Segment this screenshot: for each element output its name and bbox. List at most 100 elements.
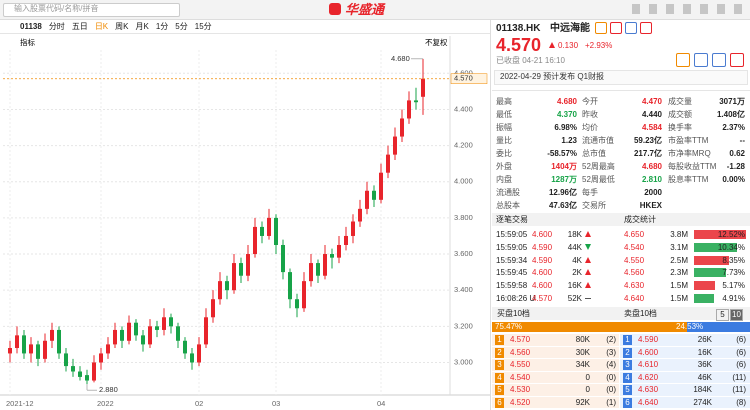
volume-bar — [694, 230, 746, 239]
candle-body — [176, 326, 180, 341]
depth-option[interactable]: 10 — [730, 309, 743, 321]
trade-time: 15:59:45 — [496, 268, 528, 278]
trade-price: 4.570 — [532, 294, 553, 303]
stat-price: 4.630 — [624, 281, 645, 291]
book-count: (0) — [606, 372, 616, 382]
trade-volume: 4K — [572, 255, 582, 265]
top-bar — [0, 0, 750, 20]
stat-price: 4.560 — [624, 268, 645, 278]
left-divider — [490, 20, 491, 410]
candle-body — [323, 254, 327, 276]
book-row — [492, 384, 619, 396]
candle-body — [43, 340, 47, 359]
candle-body — [393, 136, 397, 155]
action-icon[interactable] — [730, 53, 744, 67]
candle-body — [106, 344, 110, 354]
stat-label: 总股本 — [496, 201, 520, 210]
depth-option[interactable]: 5 — [716, 309, 729, 321]
stat-value: 59.23亿 — [633, 136, 662, 145]
stat-value: 1404万 — [551, 162, 577, 171]
book-volume: 46K — [697, 372, 712, 382]
period-tab[interactable]: 五日 — [71, 21, 88, 31]
badge-icon — [625, 22, 637, 34]
book-volume: 0 — [585, 372, 590, 382]
period-tab[interactable]: 5分 — [175, 21, 188, 31]
stat-value: 4.680 — [641, 162, 662, 171]
candle-body — [267, 217, 271, 236]
book-count: (11) — [732, 372, 746, 382]
stat-value: 4.680 — [556, 97, 577, 106]
book-count: (3) — [606, 347, 616, 357]
book-volume: 26K — [697, 335, 712, 344]
stat-label: 换手率 — [668, 123, 692, 132]
candle-body — [316, 263, 320, 276]
period-tab[interactable]: 15分 — [194, 21, 212, 31]
stat-label: 交易所 — [582, 201, 606, 210]
window-icons[interactable] — [632, 4, 744, 14]
change-pct: +2.93% — [585, 41, 613, 50]
candle-body — [36, 344, 40, 359]
period-tab[interactable]: 周K — [115, 21, 129, 31]
book-count: (0) — [606, 385, 616, 394]
book-row — [620, 384, 750, 396]
trade-time: 15:59:05 — [496, 230, 528, 239]
candle-body — [386, 154, 390, 173]
candle-body — [281, 244, 285, 273]
candle-body — [211, 299, 215, 318]
candle-body — [379, 172, 383, 200]
candle-body — [71, 366, 75, 372]
book-volume: 36K — [697, 360, 712, 369]
stat-label: 昨收 — [582, 110, 598, 119]
section-bar — [492, 307, 750, 320]
trade-volume: 44K — [567, 242, 582, 252]
action-icon[interactable] — [694, 53, 708, 67]
book-volume: 34K — [575, 360, 590, 369]
trade-time: 15:59:05 — [496, 242, 528, 252]
logo-icon — [329, 3, 341, 15]
candle-body — [253, 226, 257, 255]
period-tab[interactable]: 分时 — [48, 21, 65, 31]
section-bar — [492, 213, 750, 226]
stat-value: 3071万 — [719, 97, 745, 106]
candle-body — [400, 118, 404, 137]
book-level: 5 — [623, 385, 632, 395]
book-row — [492, 334, 619, 346]
period-tab[interactable]: 1分 — [155, 21, 169, 31]
y-tick-label: 3.800 — [454, 213, 473, 222]
candle-body — [197, 344, 201, 363]
stat-volume: 3.8M — [670, 230, 688, 239]
book-count: (6) — [736, 347, 746, 357]
period-tab[interactable]: 月K — [135, 21, 149, 31]
candle-body — [407, 100, 411, 119]
stat-price: 4.540 — [624, 242, 645, 252]
trade-dir — [585, 269, 591, 276]
action-icon[interactable] — [712, 53, 726, 67]
y-tick-label: 3.000 — [454, 357, 473, 366]
trade-dir — [585, 243, 591, 250]
stat-label: 52周最高 — [582, 162, 615, 171]
stat-label: 52周最低 — [582, 175, 615, 184]
book-row — [620, 334, 750, 346]
candle-body — [274, 217, 278, 245]
book-price: 4.560 — [510, 347, 531, 357]
stat-label: 总市值 — [582, 149, 606, 158]
search-box[interactable] — [3, 3, 180, 17]
book-count: (6) — [736, 335, 746, 344]
candle-body — [183, 340, 187, 354]
book-volume: 80K — [575, 335, 590, 344]
period-tab[interactable]: 日K — [94, 21, 109, 31]
trade-dir — [585, 298, 591, 299]
book-level: 3 — [495, 360, 504, 370]
stat-value: 4.470 — [641, 97, 662, 106]
book-price: 4.620 — [638, 372, 659, 382]
candle-body — [302, 281, 306, 309]
volume-bar — [694, 294, 715, 303]
candle-body — [218, 281, 222, 300]
stat-value: HKEX — [639, 201, 662, 210]
book-level: 6 — [623, 397, 632, 408]
volume-pct: 4.91% — [722, 294, 745, 303]
stat-value: 2.37% — [722, 123, 745, 132]
book-price: 4.600 — [638, 347, 659, 357]
action-icon[interactable] — [676, 53, 690, 67]
